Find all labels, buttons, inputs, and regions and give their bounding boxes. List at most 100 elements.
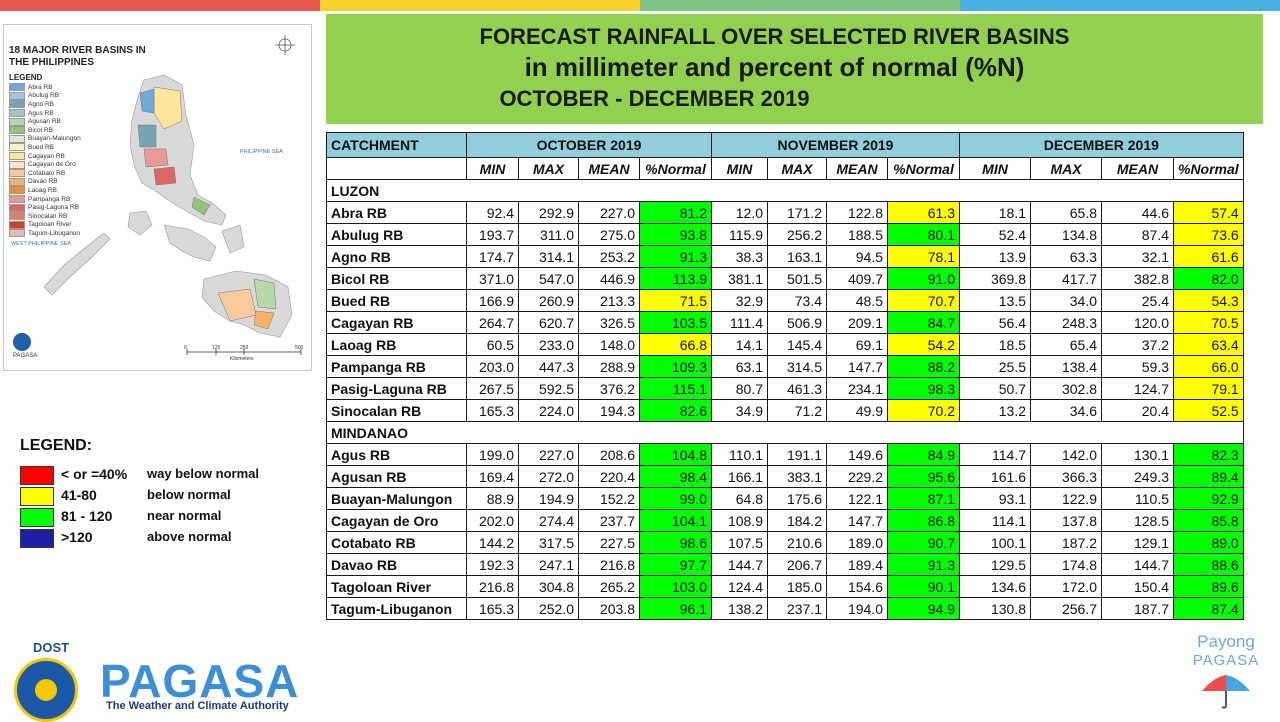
table-row: Pasig-Laguna RB 267.5 592.5 376.2 115.1 80.7 4… xyxy=(326,377,1244,400)
rainfall-cell: 115.9 xyxy=(711,223,768,246)
map-agency-name: PAGASA xyxy=(13,353,38,359)
map-legend-swatch xyxy=(9,100,25,109)
rainfall-cell: 114.7 xyxy=(959,443,1031,466)
rainfall-cell: 447.3 xyxy=(518,355,579,378)
rainfall-cell: 210.6 xyxy=(767,531,827,554)
rainfall-cell: 122.8 xyxy=(826,201,888,224)
percent-normal-cell: 94.9 xyxy=(887,597,960,620)
rainfall-cell: 381.1 xyxy=(711,267,768,290)
payong-pagasa-logo: Payong PAGASA xyxy=(1172,632,1280,711)
stat-header: MIN xyxy=(711,157,768,180)
rainfall-cell: 209.1 xyxy=(826,311,888,334)
rainfall-cell: 409.7 xyxy=(826,267,888,290)
map-legend-label: Laoag RB xyxy=(28,186,57,194)
pagasa-tagline: The Weather and Climate Authority xyxy=(106,700,289,712)
rainfall-cell: 124.4 xyxy=(711,575,768,598)
catchment-name: Bicol RB xyxy=(326,267,467,290)
top-bar-green xyxy=(640,0,960,11)
map-legend-item: Pasig-Laguna RB xyxy=(9,203,81,212)
catchment-name: Laoag RB xyxy=(326,333,467,356)
legend-range: >120 xyxy=(61,529,93,545)
rainfall-cell: 60.5 xyxy=(466,333,519,356)
table-row: Abra RB 92.4 292.9 227.0 81.2 12.0 171.2 122.8 6… xyxy=(326,201,1244,224)
rainfall-cell: 317.5 xyxy=(518,531,579,554)
map-legend-item: Tagum-Libuganon xyxy=(9,229,81,238)
title-line-2: in millimeter and percent of normal (%N) xyxy=(524,52,1025,82)
rainfall-cell: 129.1 xyxy=(1101,531,1174,554)
rainfall-cell: 383.1 xyxy=(767,465,827,488)
rainfall-cell: 142.0 xyxy=(1030,443,1102,466)
rainfall-cell: 50.7 xyxy=(959,377,1031,400)
percent-normal-cell: 87.1 xyxy=(887,487,960,510)
rainfall-cell: 114.1 xyxy=(959,509,1031,532)
catchment-name: Cotabato RB xyxy=(326,531,467,554)
rainfall-cell: 224.0 xyxy=(518,399,579,422)
table-row: Buayan-Malungon 88.9 194.9 152.2 99.0 64.8 175… xyxy=(326,487,1244,510)
rainfall-cell: 227.0 xyxy=(578,201,640,224)
rainfall-cell: 161.6 xyxy=(959,465,1031,488)
rainfall-cell: 229.2 xyxy=(826,465,888,488)
map-legend-item: Tagoloan River xyxy=(9,220,81,230)
rainfall-cell: 73.4 xyxy=(767,289,827,312)
rainfall-cell: 144.7 xyxy=(711,553,768,576)
rainfall-cell: 80.7 xyxy=(711,377,768,400)
rainfall-cell: 165.3 xyxy=(466,597,519,620)
scale-label-500: 500 xyxy=(295,345,304,351)
percent-normal-cell: 95.6 xyxy=(887,465,960,488)
visayas-shape xyxy=(163,224,217,262)
rainfall-cell: 227.5 xyxy=(578,531,640,554)
rainfall-cell: 107.5 xyxy=(711,531,768,554)
month-header: DECEMBER 2019 xyxy=(959,132,1244,158)
percent-normal-cell: 61.6 xyxy=(1173,245,1244,268)
stat-header: MAX xyxy=(1030,157,1102,180)
rainfall-cell: 138.4 xyxy=(1030,355,1102,378)
rainfall-cell: 25.4 xyxy=(1101,289,1174,312)
catchment-name: Agno RB xyxy=(326,245,467,268)
rainfall-cell: 260.9 xyxy=(518,289,579,312)
rainfall-cell: 120.0 xyxy=(1101,311,1174,334)
rainfall-cell: 326.5 xyxy=(578,311,640,334)
percent-normal-cell: 52.5 xyxy=(1173,399,1244,422)
map-legend-swatch xyxy=(9,186,25,195)
rainfall-cell: 134.8 xyxy=(1030,223,1102,246)
map-legend-item: Sinocalan RB xyxy=(9,212,81,221)
rainfall-cell: 129.5 xyxy=(959,553,1031,576)
rainfall-cell: 203.0 xyxy=(466,355,519,378)
legend-swatch xyxy=(20,487,54,506)
rainfall-cell: 547.0 xyxy=(518,267,579,290)
percent-normal-cell: 96.1 xyxy=(639,597,712,620)
map-legend-swatch xyxy=(9,109,25,118)
percent-normal-cell: 79.1 xyxy=(1173,377,1244,400)
scale-bar xyxy=(186,349,302,355)
rainfall-cell: 382.8 xyxy=(1101,267,1174,290)
map-legend-label: Agus RB xyxy=(28,109,54,117)
basin-agusan xyxy=(253,278,277,310)
rainfall-cell: 93.1 xyxy=(959,487,1031,510)
legend-swatch xyxy=(20,529,54,548)
rainfall-cell: 446.9 xyxy=(578,267,640,290)
rainfall-cell: 147.7 xyxy=(826,509,888,532)
map-legend-label: Davao RB xyxy=(28,178,58,186)
rainfall-cell: 174.7 xyxy=(466,245,519,268)
rainfall-cell: 38.3 xyxy=(711,245,768,268)
rainfall-cell: 376.2 xyxy=(578,377,640,400)
rainfall-cell: 25.5 xyxy=(959,355,1031,378)
rainfall-cell: 34.9 xyxy=(711,399,768,422)
percent-normal-cell: 99.0 xyxy=(639,487,712,510)
rainfall-cell: 193.7 xyxy=(466,223,519,246)
rainfall-cell: 18.1 xyxy=(959,201,1031,224)
rainfall-cell: 124.7 xyxy=(1101,377,1174,400)
catchment-name: Cagayan RB xyxy=(326,311,467,334)
legend-range: 81 - 120 xyxy=(61,508,113,524)
rainfall-cell: 417.7 xyxy=(1030,267,1102,290)
mindoro-shape xyxy=(127,210,153,236)
month-header-row: CATCHMENT OCTOBER 2019 NOVEMBER 2019 DECEMB… xyxy=(326,132,1244,158)
map-legend-label: Buayan-Malungon xyxy=(28,135,81,143)
rainfall-cell: 620.7 xyxy=(518,311,579,334)
rainfall-cell: 63.1 xyxy=(711,355,768,378)
map-legend-label: Bicol RB xyxy=(28,126,53,134)
rainfall-cell: 185.0 xyxy=(767,575,827,598)
rainfall-cell: 137.8 xyxy=(1030,509,1102,532)
payong-line-2: PAGASA xyxy=(1192,652,1260,669)
percent-normal-cell: 54.3 xyxy=(1173,289,1244,312)
